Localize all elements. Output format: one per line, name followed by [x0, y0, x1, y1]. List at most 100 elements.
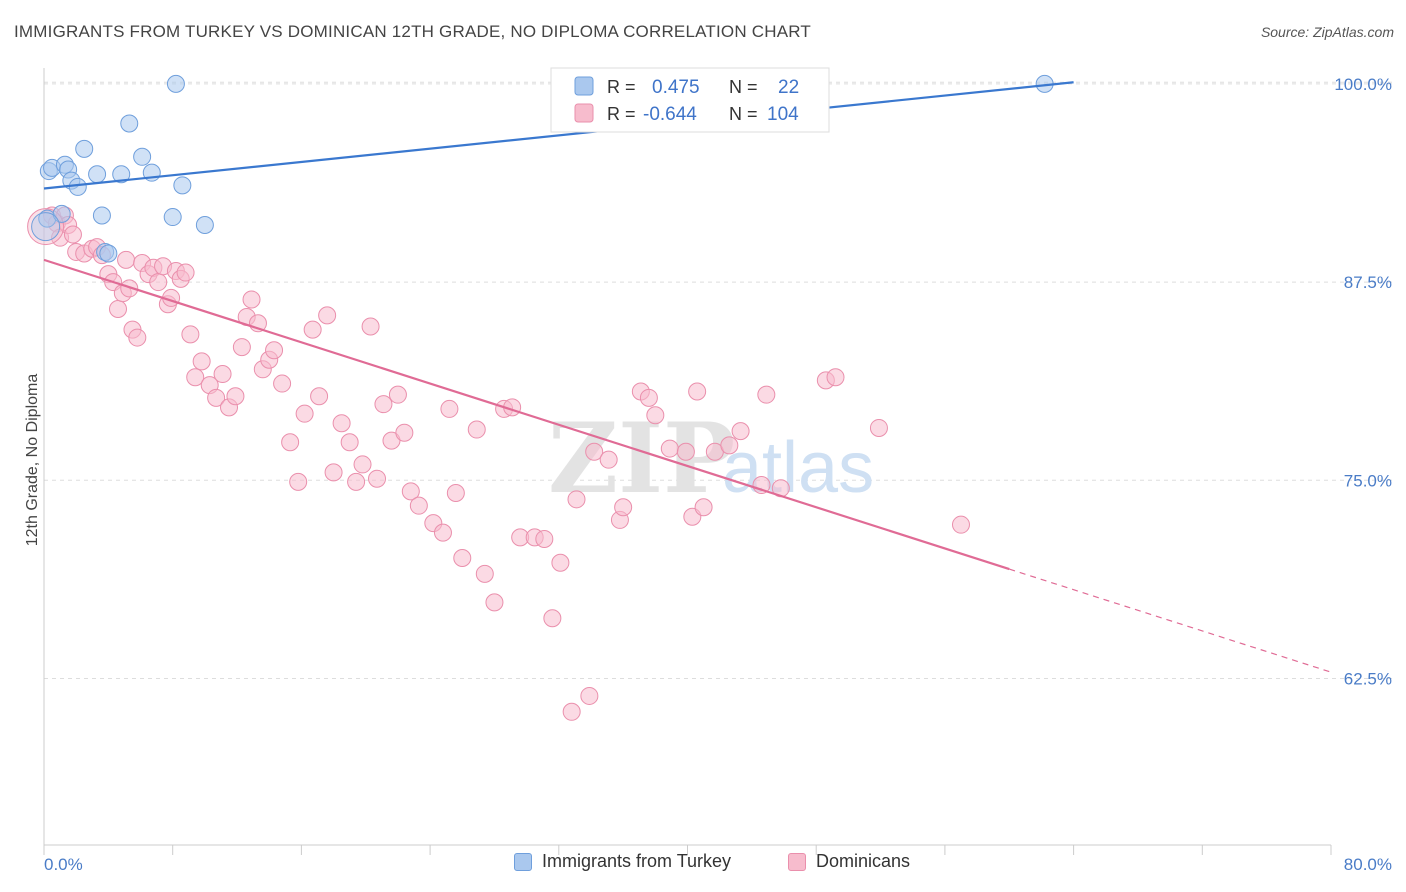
- legend-n-value-turkey: 22: [778, 77, 799, 98]
- dominicans-point-36: [226, 387, 245, 406]
- dominicans-point-56: [361, 317, 380, 336]
- dominicans-point-58: [374, 395, 393, 414]
- source-label: Source: ZipAtlas.com: [1260, 24, 1394, 40]
- legend-r-value-dominicans: -0.644: [643, 104, 697, 125]
- dominicans-point-88: [646, 406, 665, 425]
- legend-item-turkey: Immigrants from Turkey: [514, 851, 731, 872]
- turkey-point-21: [99, 244, 118, 263]
- dominicans-point-83: [599, 450, 618, 469]
- dominicans-point-39: [242, 290, 261, 309]
- dominicans-point-61: [395, 423, 414, 442]
- dominicans-point-31: [192, 352, 211, 371]
- legend-item-dominicans: Dominicans: [788, 851, 910, 872]
- y-axis-tick-labels: 100.0% 87.5% 75.0% 62.5%: [1334, 75, 1392, 689]
- legend-swatch-dominicans: [788, 852, 806, 871]
- dominicans-point-22: [149, 273, 168, 292]
- legend-r-value-turkey: 0.475: [652, 77, 700, 98]
- dominicans-point-70: [475, 564, 494, 583]
- dominicans-point-79: [562, 702, 581, 721]
- turkey-point-16: [173, 176, 192, 195]
- legend-bottom: Immigrants from Turkey Dominicans: [0, 851, 1406, 879]
- dominicans-point-89: [660, 439, 679, 458]
- x-tick-label-min: 0.0%: [44, 855, 83, 874]
- legend-n-value-dominicans: 104: [767, 104, 799, 125]
- dominicans-trend-extension: [1009, 568, 1332, 673]
- legend-top-swatch-dominicans: [574, 103, 594, 123]
- chart-title: IMMIGRANTS FROM TURKEY VS DOMINICAN 12TH…: [14, 22, 811, 41]
- dominicans-point-54: [347, 472, 366, 491]
- turkey-cluster-point: [31, 212, 61, 242]
- dominicans-point-55: [353, 455, 372, 474]
- dominicans-point-95: [720, 436, 739, 455]
- turkey-point-12: [133, 147, 152, 166]
- dominicans-point-82: [585, 442, 604, 461]
- y-tick-label-0: 100.0%: [1334, 75, 1392, 94]
- turkey-trend-line: [43, 81, 1074, 190]
- dominicans-point-49: [310, 387, 329, 406]
- dominicans-point-13: [109, 300, 128, 319]
- dominicans-point-48: [303, 320, 322, 339]
- dominicans-point-50: [318, 306, 337, 325]
- dominicans-point-85: [614, 498, 633, 517]
- dominicans-point-57: [368, 469, 387, 488]
- watermark: ZIP atlas: [548, 402, 874, 515]
- dominicans-point-92: [688, 382, 707, 401]
- turkey-point-15: [166, 74, 185, 93]
- legend-n-label-turkey: N =: [729, 77, 758, 97]
- dominicans-point-34: [213, 365, 232, 384]
- dominicans-trend-line: [43, 258, 1010, 571]
- dominicans-point-81: [580, 686, 599, 705]
- dominicans-point-33: [207, 388, 226, 407]
- y-tick-label-2: 75.0%: [1344, 471, 1392, 490]
- y-tick-label-3: 62.5%: [1344, 670, 1392, 689]
- turkey-point-20: [52, 204, 71, 223]
- watermark-atlas: atlas: [722, 428, 874, 508]
- dominicans-point-103: [951, 515, 970, 534]
- gridlines: [44, 81, 1392, 679]
- turkey-point-8: [92, 206, 111, 225]
- dominicans-point-16: [120, 279, 139, 298]
- dominicans-point-60: [388, 385, 407, 404]
- legend-swatch-turkey: [514, 852, 532, 871]
- turkey-point-5: [68, 177, 87, 196]
- dominicans-point-90: [676, 442, 695, 461]
- turkey-point-7: [88, 165, 107, 184]
- turkey-point-6: [75, 139, 94, 158]
- dominicans-point-102: [869, 418, 888, 437]
- dominicans-point-98: [757, 385, 776, 404]
- dominicans-point-68: [453, 548, 472, 567]
- dominicans-point-53: [340, 433, 359, 452]
- dominicans-point-45: [281, 433, 300, 452]
- x-tick-label-max: 80.0%: [1344, 855, 1392, 874]
- legend-n-label-dominicans: N =: [729, 104, 758, 124]
- dominicans-point-96: [731, 422, 750, 441]
- dominicans-point-18: [128, 328, 147, 347]
- dominicans-point-37: [232, 338, 251, 357]
- legend-r-label-turkey: R =: [607, 77, 636, 97]
- dominicans-point-62: [401, 482, 420, 501]
- dominicans-point-63: [409, 496, 428, 515]
- trend-lines: [43, 81, 1332, 673]
- dominicans-point-71: [485, 593, 504, 612]
- turkey-points: [31, 74, 1054, 263]
- dominicans-point-46: [289, 472, 308, 491]
- dominicans-point-52: [332, 414, 351, 433]
- legend-r-label-dominicans: R =: [607, 104, 636, 124]
- x-axis-ticks: [43, 845, 1332, 855]
- dominicans-point-87: [639, 388, 658, 407]
- dominicans-point-30: [186, 368, 205, 387]
- turkey-point-17: [195, 215, 214, 234]
- dominicans-point-77: [543, 609, 562, 628]
- dominicans-point-29: [181, 325, 200, 344]
- dominicans-point-44: [273, 374, 292, 393]
- dominicans-point-101: [826, 368, 845, 387]
- dominicans-point-76: [535, 529, 554, 548]
- legend-label-dominicans: Dominicans: [816, 851, 911, 871]
- dominicans-point-65: [433, 523, 452, 542]
- dominicans-point-67: [446, 483, 465, 502]
- legend-label-turkey: Immigrants from Turkey: [542, 851, 732, 871]
- dominicans-point-66: [440, 399, 459, 418]
- dominicans-point-59: [382, 431, 401, 450]
- dominicans-point-93: [694, 498, 713, 517]
